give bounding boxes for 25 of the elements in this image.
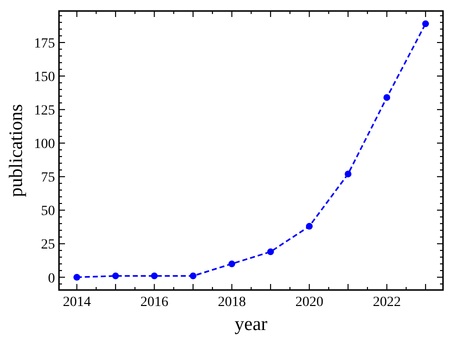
y-axis-title: publications: [6, 104, 27, 197]
point: [228, 260, 236, 268]
y-tick-label: 75: [41, 170, 55, 186]
x-axis-title: year: [234, 314, 268, 335]
point: [73, 274, 80, 281]
x-tick-label: 2016: [140, 295, 168, 310]
point: [190, 272, 196, 280]
y-tick-label: 0: [48, 271, 55, 286]
point: [150, 272, 158, 280]
y-tick-label: 100: [34, 137, 55, 152]
y-tick-label: 175: [34, 36, 55, 52]
y-tick-label: 50: [41, 204, 55, 220]
point: [306, 222, 313, 230]
x-tick-label: 2018: [218, 295, 246, 310]
point: [383, 94, 390, 101]
y-tick-label: 125: [34, 104, 55, 119]
point: [344, 170, 352, 178]
x-tick-label: 2014: [62, 295, 91, 310]
x-tick-label: 2022: [372, 295, 401, 310]
y-tick-label: 150: [34, 70, 55, 86]
point: [267, 248, 274, 256]
y-tick-label: 25: [41, 238, 55, 253]
x-tick-label: 2020: [295, 295, 324, 310]
point: [112, 272, 119, 280]
point: [422, 20, 429, 28]
